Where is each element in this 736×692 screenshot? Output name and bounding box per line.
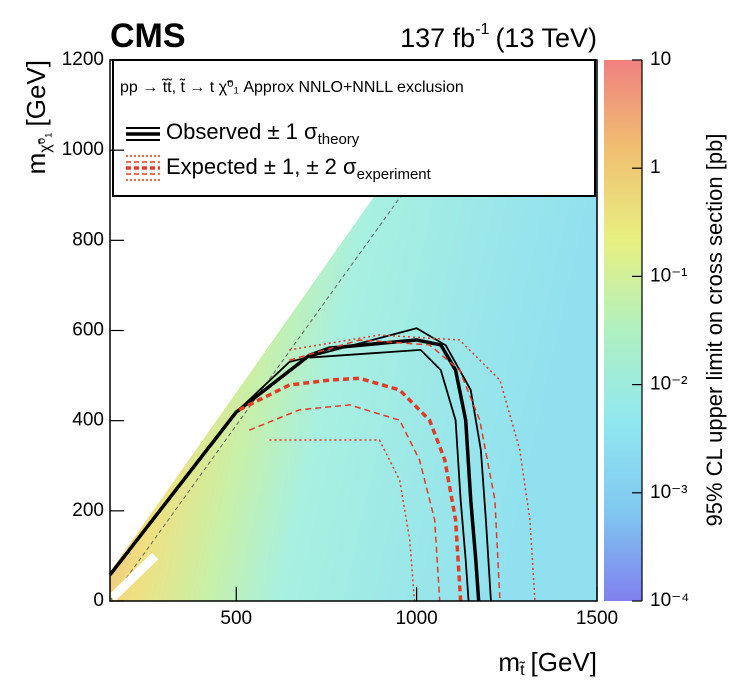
- legend-entry: Observed ± 1 σtheory: [166, 119, 360, 148]
- excluded-band: [108, 552, 159, 602]
- contour-line: [248, 404, 441, 602]
- contour-line: [269, 439, 416, 602]
- z-tick-label: 10: [650, 49, 671, 70]
- z-tick-label: 10⁻²: [650, 374, 688, 395]
- colorbar: [604, 60, 642, 601]
- lumi-label: 137 fb-1 (13 TeV): [400, 21, 597, 53]
- contour-line: [289, 334, 536, 602]
- y-tick-label: 1200: [62, 49, 104, 70]
- contour-line: [289, 339, 501, 602]
- legend-box: [112, 59, 596, 197]
- legend-entry: Expected ± 1, ± 2 σexperiment: [166, 154, 432, 183]
- y-tick-label: 400: [72, 410, 104, 431]
- legend-header: pp → t̃t̃, t̃ → t χ̃⁰₁ Approx NNLO+NNLL …: [120, 77, 464, 96]
- contour-line: [309, 348, 470, 602]
- y-tick-label: 1000: [62, 139, 104, 160]
- contour-line: [108, 338, 481, 602]
- z-axis-label: 95% CL upper limit on cross section [pb]: [702, 134, 727, 527]
- y-tick-label: 600: [72, 320, 104, 341]
- y-tick-label: 200: [72, 500, 104, 521]
- z-tick-label: 1: [650, 157, 661, 178]
- y-tick-label: 800: [72, 229, 104, 250]
- contour-line: [235, 327, 492, 602]
- x-tick-label: 1500: [576, 608, 618, 629]
- z-tick-label: 10⁻¹: [650, 265, 688, 286]
- z-tick-label: 10⁻³: [650, 482, 688, 503]
- z-tick-label: 10⁻⁴: [650, 590, 689, 611]
- contour-line: [238, 376, 463, 602]
- experiment-label: CMS: [110, 17, 186, 55]
- y-axis-label: mχ̃⁰₁[GeV]: [21, 60, 54, 174]
- x-axis-label: mt̃ [GeV]: [498, 647, 597, 679]
- y-tick-label: 0: [93, 590, 104, 611]
- x-tick-label: 1000: [395, 608, 437, 629]
- x-tick-label: 500: [220, 608, 252, 629]
